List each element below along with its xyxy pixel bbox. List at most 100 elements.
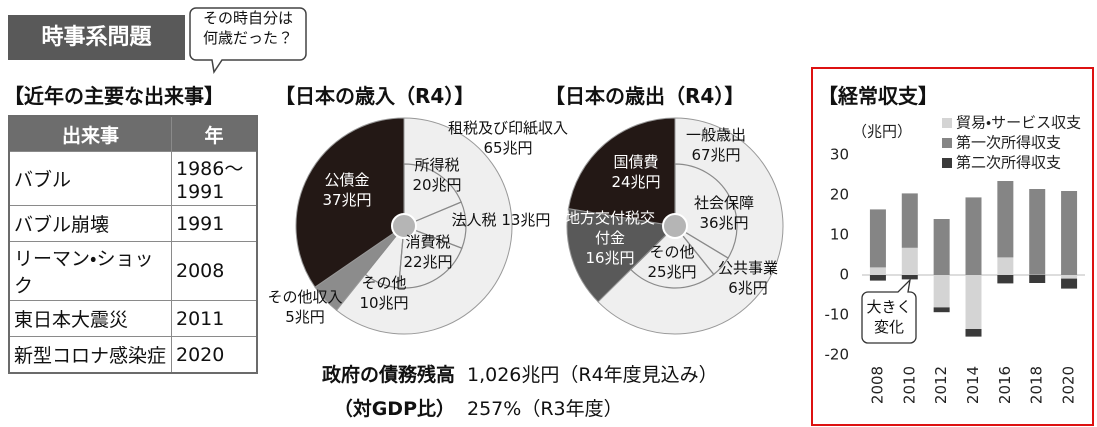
bar [965, 197, 982, 275]
breakdown-slice [629, 233, 715, 289]
table-header-row: 出来事年 [8, 115, 258, 152]
y-tick-label: -10 [825, 306, 850, 324]
y-tick-label: -20 [825, 346, 850, 364]
pie-label: 国債費 24兆円 [601, 152, 671, 192]
category-label: その他 [649, 243, 695, 261]
pie-slice [335, 117, 513, 335]
table-cell: リーマン・ショック [8, 241, 172, 301]
pie-label: 所得税 20兆円 [402, 155, 472, 195]
pie-charts [295, 117, 784, 335]
value-label: 10兆円 [359, 294, 409, 312]
table-row: リーマン・ショック 2008 [8, 241, 258, 301]
bar [965, 329, 982, 337]
header-title: 時事系問題 [8, 15, 185, 60]
breakdown-slice [403, 163, 462, 222]
bar [997, 257, 1014, 275]
breakdown-slice [364, 234, 404, 289]
bar [1061, 191, 1078, 275]
column-header: 年 [171, 115, 258, 152]
category-label: 国債費 [613, 153, 659, 171]
category-label: 公共事業 [717, 259, 778, 277]
bar [933, 307, 950, 313]
x-tick-label: 2010 [900, 366, 918, 404]
value-label: 25兆円 [647, 263, 697, 281]
pie-slice [295, 117, 405, 288]
x-tick-label: 2018 [1028, 366, 1046, 404]
pie-label: その他 25兆円 [637, 242, 707, 282]
bar [869, 275, 886, 281]
category-label: 社会保障 [693, 194, 754, 212]
category-label: 地方交付税交付金 [565, 209, 656, 247]
x-tick-label: 2012 [932, 366, 950, 404]
breakdown-slice [674, 163, 738, 259]
value-label: 22兆円 [403, 253, 453, 271]
bar [869, 267, 886, 275]
legend-swatch [942, 158, 952, 168]
pie-label: 地方交付税交付金 16兆円 [565, 208, 655, 268]
bar [901, 275, 918, 280]
table-cell: 東日本大震災 [8, 300, 172, 337]
table-row: 東日本大震災 2011 [8, 300, 258, 337]
category-label: 租税及び印紙収入 [447, 119, 568, 137]
value-label: 20兆円 [412, 176, 462, 194]
table-cell: バブル [8, 151, 172, 206]
bar [869, 209, 886, 268]
value-label: 65兆円 [483, 139, 533, 157]
x-tick-label: 2020 [1060, 366, 1078, 404]
x-tick-label: 2014 [964, 366, 982, 404]
table-cell: 新型コロナ感染症 [8, 336, 172, 374]
category-label: 公債金 [324, 171, 370, 189]
x-tick-label: 2016 [996, 366, 1014, 404]
events-title: 【近年の主要な出来事】 [4, 84, 224, 108]
value-label: 36兆円 [699, 214, 749, 232]
pie-hub [662, 213, 688, 239]
pie-label: その他 10兆円 [349, 273, 419, 313]
annotation: 大きく変化 [866, 298, 912, 336]
pie-label: 法人税 13兆円 [441, 210, 561, 230]
bar [965, 275, 982, 329]
pie-label: 社会保障 36兆円 [684, 193, 764, 233]
legend-swatch [942, 118, 952, 128]
highlight-frame [811, 67, 1094, 426]
legend-label: 第二次所得収支 [956, 154, 1061, 172]
debt-value: 1,026兆円（R4年度見込み） [467, 364, 718, 386]
bar [1061, 278, 1078, 289]
category-label: 消費税 [405, 233, 451, 251]
pie-label: 一般歳出 67兆円 [676, 125, 756, 165]
bar [1029, 189, 1046, 275]
y-tick-label: 0 [839, 266, 849, 284]
bar [1029, 275, 1046, 283]
bar-chart: -20 -10 0 10 20 30（兆円） 2008 2010 2012 2014 2016 201… [825, 114, 1085, 404]
pie-label: その他収入 5兆円 [255, 287, 355, 327]
category-label: 法人税 [451, 211, 497, 229]
bar [933, 219, 950, 275]
bar [1061, 275, 1078, 279]
annotation-box [861, 278, 917, 344]
table-cell: 2008 [171, 241, 258, 301]
table-row: バブル 1986～1991 [8, 151, 258, 206]
debt-label: 政府の債務残高 [321, 364, 455, 386]
breakdown-slice [397, 229, 463, 289]
value-label: 6兆円 [728, 279, 768, 297]
pie-label: 公債金 37兆円 [312, 170, 382, 210]
table-row: 新型コロナ感染症 2020 [8, 336, 258, 374]
chart-title: 【経常収支】 [818, 84, 938, 108]
bar [997, 181, 1014, 258]
legend-label: 貿易・サービス収支 [956, 114, 1081, 132]
debt-ratio-label: （対GDP比） [333, 398, 455, 420]
value-label: 13兆円 [501, 211, 551, 229]
speech-bubble [189, 7, 307, 74]
y-tick-label: 20 [830, 186, 849, 204]
table-cell: 2011 [171, 300, 258, 337]
category-label: その他収入 [267, 288, 343, 306]
y-tick-label: 30 [830, 146, 849, 164]
table-cell: バブル崩壊 [8, 205, 172, 242]
pie-hub [391, 213, 417, 239]
y-axis-label: （兆円） [852, 123, 912, 141]
value-label: 37兆円 [322, 191, 372, 209]
bar [901, 193, 918, 248]
table-row: バブル崩壊 1991 [8, 205, 258, 242]
debt-ratio: 257%（R3年度） [467, 398, 623, 420]
